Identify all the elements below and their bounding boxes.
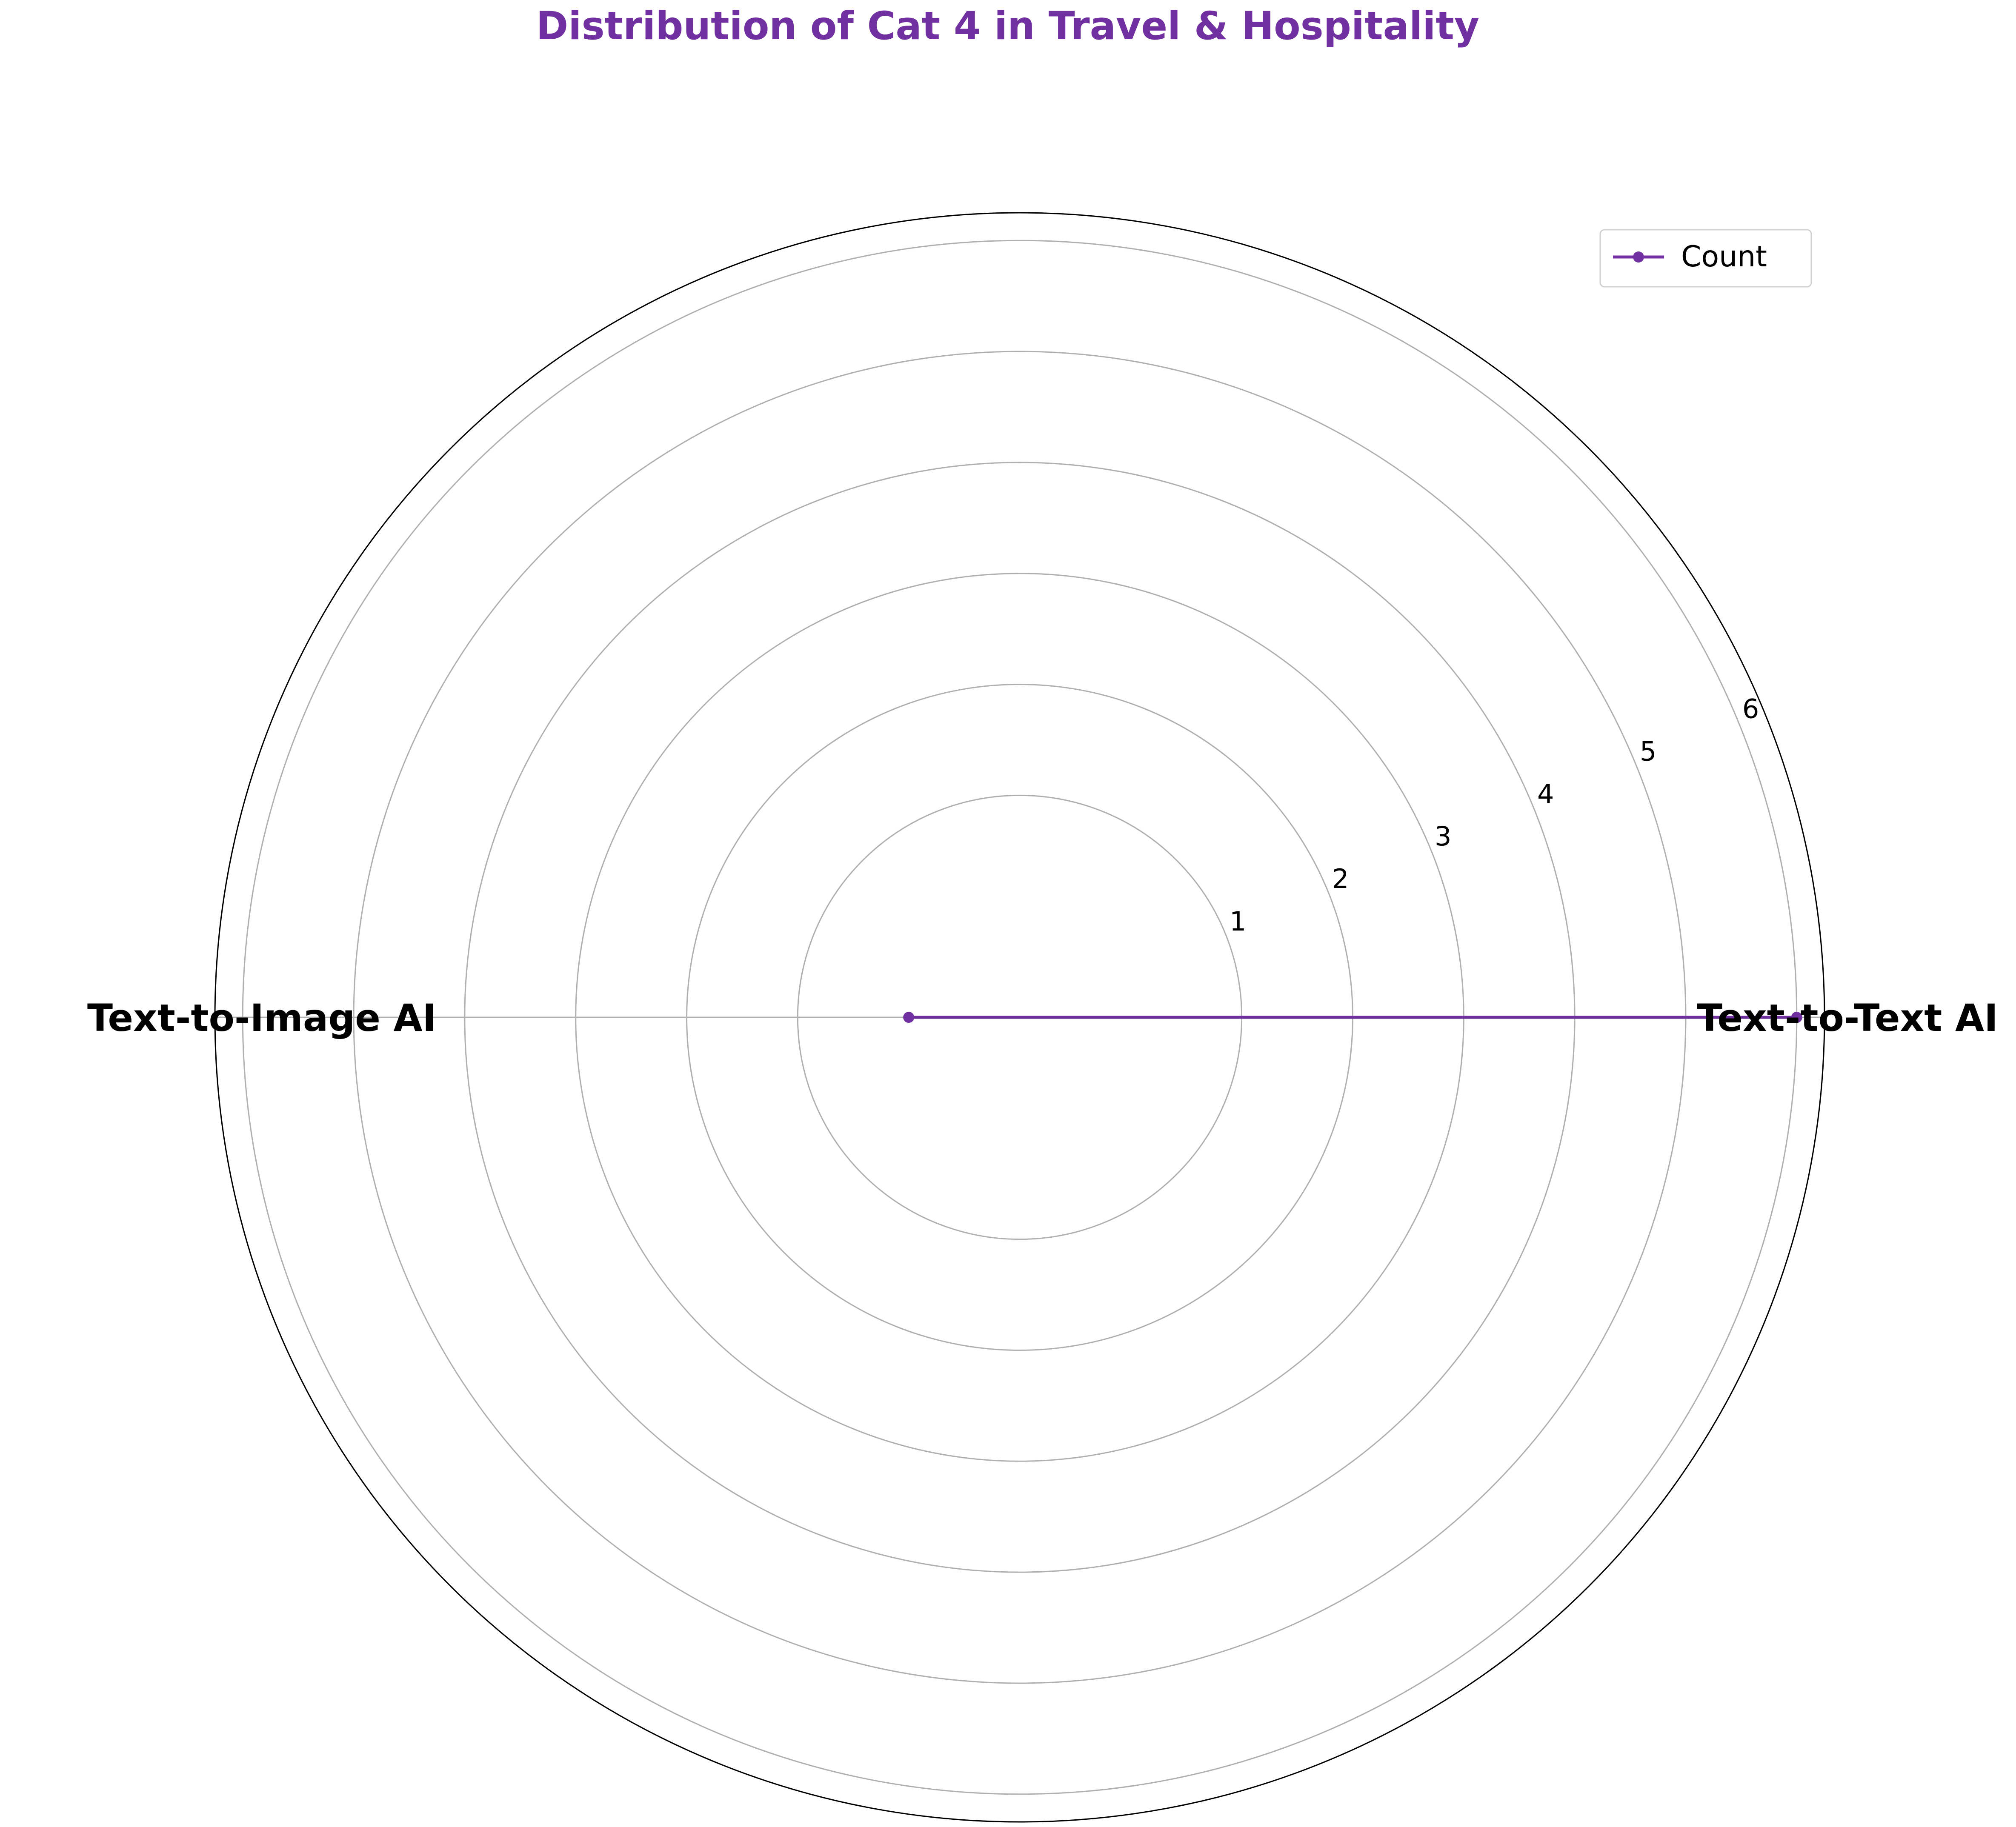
radial-tick-label: 2 xyxy=(1332,863,1349,894)
legend: Count xyxy=(1599,229,1812,288)
data-point-0-0 xyxy=(1791,1012,1802,1023)
legend-label-count: Count xyxy=(1681,240,1767,274)
category-labels: Text-to-Text AI Text-to-Image AI xyxy=(87,996,1998,1040)
category-label-0: Text-to-Text AI xyxy=(1697,996,1998,1040)
radial-tick-label: 3 xyxy=(1435,821,1451,852)
radial-tick-label: 4 xyxy=(1537,778,1554,809)
data-point-0-1 xyxy=(903,1012,915,1023)
radial-tick-label: 1 xyxy=(1230,906,1246,937)
category-label-1: Text-to-Image AI xyxy=(87,996,436,1040)
legend-box xyxy=(1599,229,1812,288)
radial-tick-label: 6 xyxy=(1742,694,1759,725)
chart-title: Distribution of Cat 4 in Travel & Hospit… xyxy=(536,4,1479,49)
radial-tick-labels: 1 2 3 4 5 6 xyxy=(1230,694,1759,937)
legend-dot-marker xyxy=(1633,251,1644,263)
radial-tick-label: 5 xyxy=(1640,736,1656,767)
series-layer xyxy=(903,1012,1802,1023)
